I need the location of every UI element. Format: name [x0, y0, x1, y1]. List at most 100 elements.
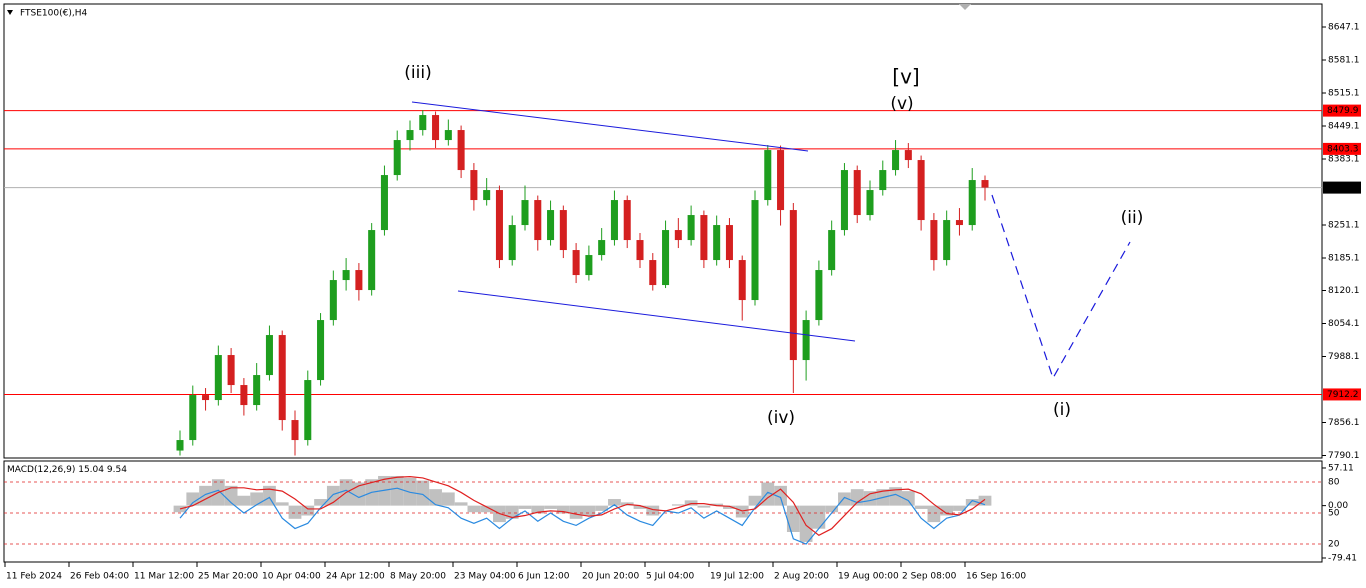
candle-body: [917, 160, 925, 221]
candle-body: [419, 115, 427, 131]
candle-body: [406, 130, 414, 141]
candle-body: [521, 200, 529, 226]
y-tick-label: 57.11: [1328, 463, 1354, 473]
macd-bar: [671, 504, 685, 506]
macd-title: MACD(12,26,9) 15.04 9.54: [7, 465, 127, 475]
candle-body: [265, 335, 273, 376]
candle-body: [457, 130, 465, 171]
macd-bar: [710, 503, 724, 506]
candle-body: [189, 395, 197, 441]
shift-marker[interactable]: [959, 4, 971, 10]
macd-bar: [301, 505, 315, 516]
candle-body: [789, 210, 797, 361]
candle-body: [368, 230, 376, 291]
candle-body: [495, 190, 503, 261]
wave-label: [v]: [892, 65, 919, 89]
macd-bar: [748, 495, 762, 506]
macd-bar: [186, 492, 200, 506]
x-tick-label: 24 Apr 12:00: [326, 572, 385, 582]
oscillator-line: [179, 487, 986, 545]
price-level-label: 8325.9: [1327, 183, 1359, 193]
macd-bar: [812, 505, 826, 529]
candle-body: [930, 220, 938, 261]
candle-body: [278, 335, 286, 421]
candle-body: [610, 200, 618, 241]
candle-body: [342, 270, 350, 281]
macd-bar: [901, 491, 915, 506]
x-tick-label: 5 Jul 04:00: [646, 572, 695, 582]
y-tick-label: 0.00: [1328, 501, 1348, 511]
candle-body: [227, 355, 235, 386]
macd-bar: [416, 480, 430, 506]
candle-body: [879, 170, 887, 191]
y-tick-label: 8251.1: [1328, 221, 1360, 231]
candle-body: [380, 175, 388, 231]
y-tick-label: 8581.1: [1328, 56, 1360, 66]
macd-bar: [786, 505, 800, 533]
candle-body: [444, 130, 452, 141]
price-level-label: 8403.3: [1327, 144, 1359, 154]
y-tick-label: 7988.1: [1328, 352, 1360, 362]
candle-body: [892, 150, 900, 171]
main-panel: [3, 3, 1323, 459]
macd-bar: [467, 505, 481, 513]
price-level-label: 7912.2: [1327, 390, 1359, 400]
candle-body: [329, 280, 337, 321]
candle-body: [981, 180, 989, 188]
macd-bar: [569, 505, 583, 519]
macd-bar: [390, 475, 404, 506]
x-tick-label: 19 Aug 00:00: [838, 572, 899, 582]
macd-bar: [633, 505, 647, 509]
candle-body: [202, 395, 210, 401]
macd-bar: [556, 505, 570, 514]
candle-body: [355, 270, 363, 291]
y-tick-label: 8515.1: [1328, 89, 1360, 99]
macd-bar: [250, 492, 264, 506]
x-tick-label: 10 Apr 04:00: [262, 572, 321, 582]
macd-bar: [352, 482, 366, 506]
candle-body: [815, 270, 823, 321]
price-level-tag: [1323, 104, 1361, 117]
candle-body: [534, 200, 542, 241]
price-level-label: 8479.9: [1327, 106, 1359, 116]
y-tick-label: 8120.1: [1328, 286, 1360, 296]
y2-tick-label: 80: [1328, 477, 1340, 487]
candle-body: [636, 240, 644, 261]
candle-body: [777, 150, 785, 211]
macd-bar: [646, 505, 660, 516]
x-tick-label: 23 May 04:00: [454, 572, 516, 582]
wave-projection: [991, 194, 1131, 380]
macd-bar: [224, 485, 238, 506]
candle-body: [968, 180, 976, 226]
candle-body: [649, 260, 657, 286]
candle-body: [662, 230, 670, 286]
price-level-tag: [1323, 142, 1361, 155]
macd-bar: [275, 502, 289, 506]
candle-body: [674, 230, 682, 241]
macd-panel: [3, 460, 1323, 563]
candle-body: [432, 115, 440, 141]
macd-bar: [889, 487, 902, 506]
y2-tick-label: 50: [1328, 508, 1340, 518]
macd-bar: [914, 505, 928, 509]
macd-bar: [595, 505, 609, 511]
wave-label: (iv): [767, 408, 795, 428]
y-tick-label: 8449.1: [1328, 122, 1360, 132]
macd-bar: [454, 502, 468, 506]
candle-body: [802, 320, 810, 361]
macd-bar: [723, 505, 736, 509]
macd-bar: [237, 495, 251, 506]
candle-body: [853, 170, 861, 216]
macd-bar: [863, 491, 877, 506]
macd-bar: [608, 499, 621, 506]
candle-body: [738, 260, 746, 301]
y-tick-label: 7790.1: [1328, 451, 1360, 461]
symbol-title: FTSE100(€),H4: [20, 9, 87, 19]
macd-bar: [326, 485, 340, 506]
macd-bar: [441, 492, 455, 506]
macd-bar: [288, 505, 302, 519]
macd-bar: [199, 485, 212, 506]
x-tick-label: 26 Feb 04:00: [70, 572, 129, 582]
x-tick-label: 2 Sep 08:00: [902, 572, 957, 582]
y-tick-label: -79.41: [1328, 553, 1357, 563]
